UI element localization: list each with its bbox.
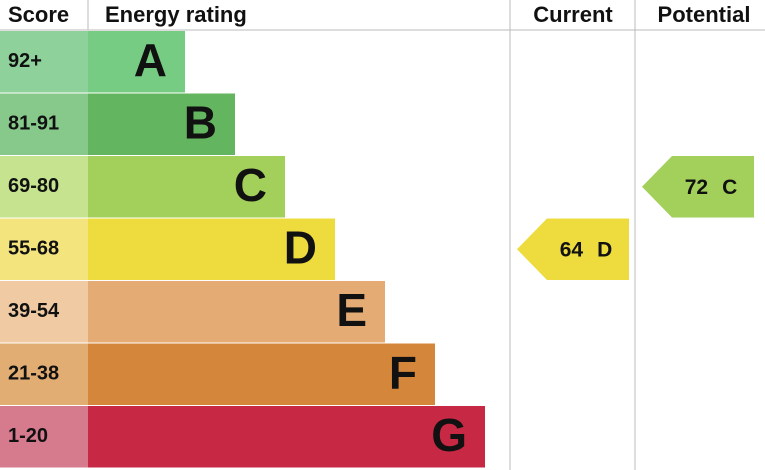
score-label: 1-20 <box>8 425 48 447</box>
header-current: Current <box>533 2 613 27</box>
score-cell <box>0 406 88 468</box>
score-label: 55-68 <box>8 238 59 260</box>
score-label: 21-38 <box>8 363 59 385</box>
current-band: D <box>597 238 612 261</box>
header-rating: Energy rating <box>105 2 247 27</box>
score-cell <box>0 93 88 155</box>
rating-letter: B <box>184 96 217 148</box>
current-arrow <box>517 218 629 280</box>
rating-letter: D <box>284 221 317 273</box>
potential-value: 72 <box>685 175 708 198</box>
score-cell <box>0 156 88 218</box>
rating-bar <box>88 218 335 280</box>
rating-bar <box>88 343 435 405</box>
score-cell <box>0 281 88 343</box>
rating-bar <box>88 156 285 218</box>
rating-bar <box>88 93 235 155</box>
potential-arrow <box>642 156 754 218</box>
rating-letter: G <box>431 409 467 461</box>
header-score: Score <box>8 2 69 27</box>
rating-letter: A <box>134 34 167 86</box>
rating-bar <box>88 31 185 93</box>
current-value: 64 <box>560 238 584 261</box>
rating-letter: C <box>234 159 267 211</box>
header-potential: Potential <box>658 2 751 27</box>
rating-bar <box>88 281 385 343</box>
score-label: 92+ <box>8 50 42 72</box>
rating-letter: F <box>389 346 417 398</box>
rating-letter: E <box>336 284 367 336</box>
score-label: 39-54 <box>8 300 60 322</box>
rating-bar <box>88 406 485 468</box>
potential-band: C <box>722 175 737 198</box>
score-label: 81-91 <box>8 113 59 135</box>
score-cell <box>0 31 88 93</box>
score-label: 69-80 <box>8 175 59 197</box>
current-label: 64 D <box>560 238 613 261</box>
score-cell <box>0 343 88 405</box>
potential-label: 72 C <box>685 175 738 198</box>
score-cell <box>0 218 88 280</box>
